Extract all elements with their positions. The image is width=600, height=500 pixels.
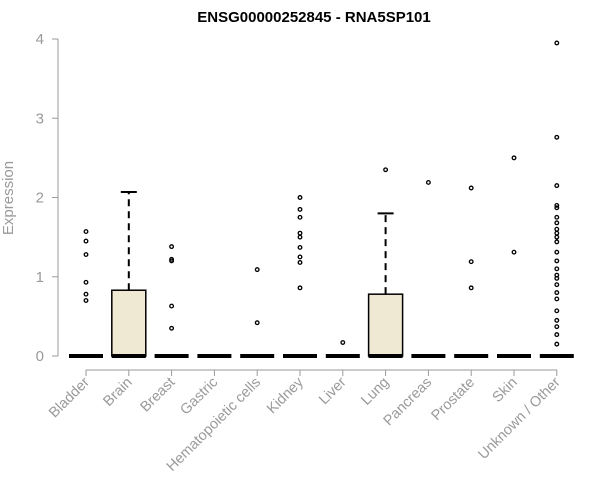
y-tick-label: 1	[36, 269, 44, 286]
outlier-point	[554, 290, 560, 296]
box-group	[497, 155, 531, 358]
outlier-point	[297, 195, 303, 200]
outlier-point	[340, 340, 346, 345]
box-group	[69, 229, 103, 358]
outlier-point	[383, 167, 389, 173]
outlier-point	[554, 214, 560, 220]
outlier-point	[297, 206, 303, 212]
x-tick-label: Bladder	[46, 374, 93, 421]
y-tick-label: 3	[36, 110, 44, 127]
outlier-point	[297, 254, 303, 260]
outlier-point	[425, 179, 431, 185]
outlier-point	[297, 260, 303, 265]
outlier-point	[554, 332, 560, 338]
outlier-point	[554, 202, 560, 208]
outlier-point	[554, 134, 560, 140]
outlier-point	[554, 282, 560, 288]
box-group	[411, 179, 446, 358]
outlier-point	[83, 279, 89, 285]
outlier-point	[554, 258, 560, 264]
outlier-point	[554, 308, 560, 314]
box-group	[454, 185, 489, 358]
outlier-point	[554, 226, 560, 232]
outlier-point	[511, 155, 517, 161]
outlier-point	[554, 317, 560, 323]
y-tick-label: 0	[36, 348, 44, 365]
outlier-point	[83, 229, 89, 235]
chart-title: ENSG00000252845 - RNA5SP101	[197, 9, 430, 26]
outlier-point	[511, 249, 517, 255]
outlier-point	[468, 285, 474, 291]
outlier-point	[554, 230, 560, 236]
outlier-point	[169, 325, 175, 331]
y-tick-label: 2	[36, 190, 44, 207]
x-tick-label: Liver	[316, 374, 350, 408]
outlier-point	[554, 296, 560, 302]
outlier-point	[554, 239, 560, 245]
outlier-point	[554, 324, 560, 330]
y-axis-label: Expression	[0, 161, 17, 235]
x-tick-label: Skin	[490, 375, 521, 406]
outlier-point	[554, 205, 560, 211]
box-group	[283, 195, 317, 358]
box	[111, 289, 147, 357]
outlier-point	[297, 285, 303, 291]
x-tick-label: Brain	[100, 375, 135, 410]
outlier-point	[169, 244, 175, 250]
x-tick-label: Breast	[137, 375, 178, 416]
x-tick-label: Unknown / Other	[475, 374, 563, 462]
outlier-point	[554, 234, 560, 240]
outlier-point	[83, 298, 89, 303]
box	[367, 293, 404, 357]
outlier-point	[297, 214, 303, 220]
outlier-point	[554, 220, 560, 226]
outlier-point	[297, 230, 303, 236]
outlier-point	[83, 252, 89, 258]
outlier-point	[554, 266, 560, 272]
boxes	[69, 40, 574, 358]
outlier-point	[554, 183, 560, 189]
outlier-point	[254, 320, 260, 326]
box-group	[111, 190, 147, 358]
y-tick-label: 4	[36, 31, 44, 48]
box-group	[325, 340, 360, 358]
outlier-point	[554, 272, 560, 278]
x-tick-label: Lung	[358, 375, 392, 409]
outlier-point	[297, 244, 303, 250]
x-tick-label: Prostate	[429, 375, 478, 424]
box-group	[154, 244, 189, 358]
box-group	[539, 40, 574, 358]
box-group	[240, 267, 275, 358]
outlier-point	[468, 259, 474, 265]
outlier-point	[554, 40, 560, 46]
outlier-point	[169, 303, 175, 309]
outlier-point	[468, 185, 474, 191]
outlier-point	[554, 249, 560, 255]
x-tick-label: Kidney	[264, 374, 307, 417]
outlier-point	[554, 341, 560, 347]
outlier-point	[83, 291, 89, 297]
outlier-point	[254, 267, 260, 273]
box-group	[367, 167, 404, 358]
y-axis-ticks: 0 1 2 3 4	[36, 31, 58, 365]
outlier-point	[83, 238, 89, 244]
outlier-point	[297, 234, 303, 240]
outlier-point	[169, 256, 175, 262]
